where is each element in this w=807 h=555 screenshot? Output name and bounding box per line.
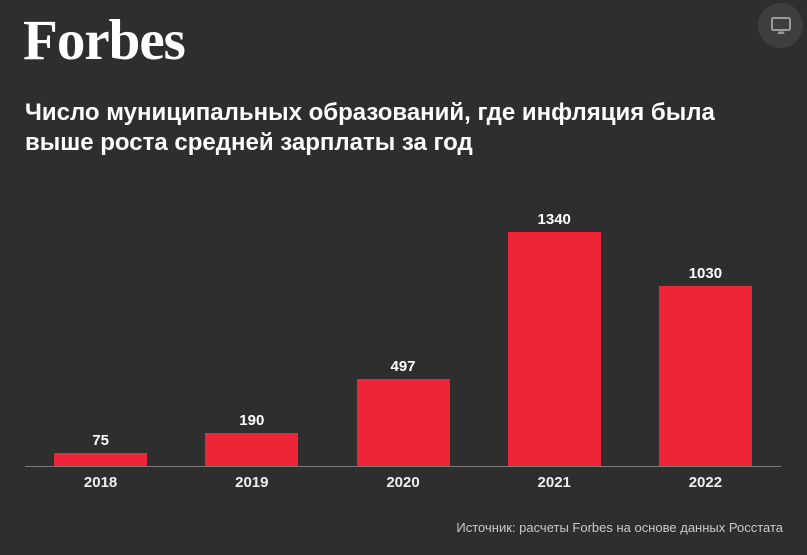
source-note: Источник: расчеты Forbes на основе данны…	[456, 520, 783, 535]
bar-value-label: 190	[239, 411, 265, 429]
bar-2019	[205, 432, 299, 466]
x-tick-label-2019: 2019	[235, 474, 269, 491]
chart-title-line2: выше роста средней зарплаты за год	[25, 129, 473, 156]
x-tick-label-2018: 2018	[83, 474, 118, 491]
monitor-button[interactable]	[758, 3, 803, 48]
bar-2021	[507, 232, 601, 466]
bar-value-label: 1340	[537, 211, 571, 228]
x-tick-label-2022: 2022	[688, 474, 723, 491]
x-tick-label-2020: 2020	[386, 474, 420, 491]
bar-chart: 75 190 497 1340 1030	[25, 180, 781, 467]
bar-2018	[54, 452, 148, 466]
chart-title-line1: Число муниципальных образований, где инф…	[25, 99, 715, 126]
bar-2020	[356, 379, 450, 466]
bar-value-label: 497	[390, 358, 416, 376]
bar-slot-2021: 1340	[479, 180, 630, 466]
chart-title: Число муниципальных образований, где инф…	[25, 98, 785, 158]
bar-value-label: 1030	[688, 265, 723, 283]
monitor-icon	[770, 16, 791, 34]
bar-slot-2018: 75	[25, 180, 176, 466]
bar-slot-2019: 190	[176, 180, 327, 466]
bar-slot-2020: 497	[327, 180, 478, 466]
x-axis-labels: 2018 2019 2020 2021 2022	[25, 474, 781, 491]
bar-2022	[658, 286, 752, 466]
bar-value-label: 75	[92, 431, 109, 449]
x-tick-label-2021: 2021	[537, 474, 571, 491]
bar-slot-2022: 1030	[630, 180, 781, 466]
forbes-logo: Forbes	[23, 9, 186, 72]
